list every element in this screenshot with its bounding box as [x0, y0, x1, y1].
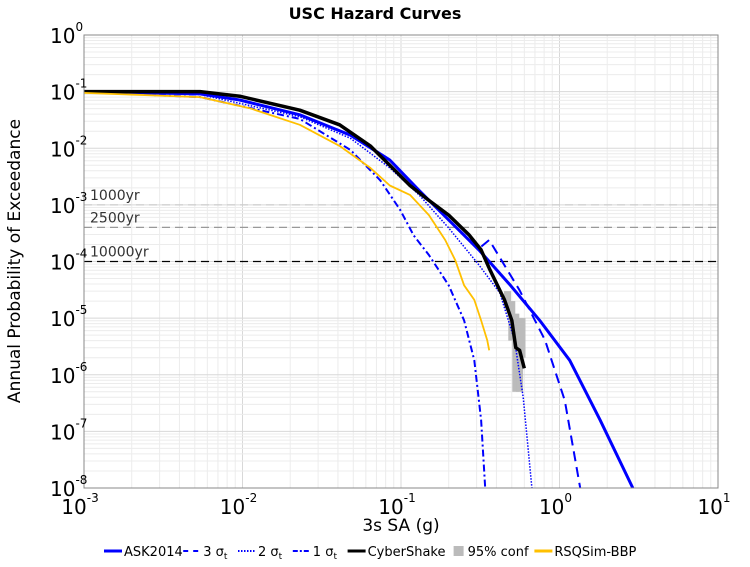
reference-line-label: 2500yr: [90, 210, 140, 226]
x-tick-label: 10-1: [378, 491, 415, 519]
legend-entry: CyberShake: [347, 545, 446, 560]
confidence-band-bar: [504, 291, 512, 309]
series-line-rsqsim-bbp: [83, 92, 491, 351]
y-tick-label: 10-5: [50, 303, 87, 331]
y-tick-label: 10-2: [50, 133, 87, 161]
reference-line-label: 1000yr: [90, 188, 140, 204]
legend-swatch: [453, 546, 464, 556]
series-line-cybershake: [84, 89, 526, 369]
legend-label: 95% conf: [468, 545, 529, 560]
x-tick-label: 100: [539, 491, 572, 519]
y-tick-label: 10-7: [50, 416, 87, 444]
reference-line-label: 10000yr: [90, 245, 149, 261]
legend: ASK2014 3 σt 2 σt 1 σt CyberShake 95% conf RSQ…: [104, 545, 637, 562]
y-tick-label: 100: [50, 20, 83, 48]
x-tick-label: 101: [697, 491, 730, 519]
legend-entry: 1 σt: [292, 545, 338, 562]
legend-entry: 95% conf: [453, 545, 529, 560]
legend-entry: ASK2014: [104, 545, 183, 560]
legend-label: ASK2014: [124, 545, 183, 560]
confidence-band-bar: [512, 313, 520, 392]
x-tick-label: 10-2: [220, 491, 257, 519]
y-tick-label: 10-8: [50, 473, 87, 501]
legend-label: 3 σt: [203, 545, 228, 562]
series-lines: [83, 89, 635, 489]
legend-entry: 3 σt: [183, 545, 228, 562]
y-axis-label: Annual Probability of Exceedance: [5, 119, 25, 403]
x-tick-labels: 10-3 10-2 10-1 100 101: [61, 491, 730, 519]
legend-label: 2 σt: [258, 545, 283, 562]
series-line-3-t: [83, 90, 582, 489]
y-tick-label: 10-6: [50, 360, 87, 388]
x-axis-label: 3s SA (g): [362, 516, 439, 536]
legend-label: RSQSim-BBP: [554, 545, 636, 560]
legend-entry: RSQSim-BBP: [534, 545, 637, 560]
y-tick-label: 10-4: [50, 247, 87, 275]
legend-label: CyberShake: [368, 545, 446, 560]
series-line-2-t: [83, 90, 533, 489]
x-tick-label: 10-3: [61, 491, 98, 519]
y-tick-labels: 100 10-1 10-2 10-3 10-4 10-5 10-6 10-7 10-8: [50, 20, 87, 501]
confidence-band-bar: [518, 318, 526, 358]
reference-lines: 1000yr 2500yr 10000yr: [84, 188, 718, 263]
plot-frame: [83, 34, 719, 489]
chart-title: USC Hazard Curves: [289, 4, 462, 23]
y-tick-label: 10-3: [50, 190, 87, 218]
y-tick-label: 10-1: [50, 77, 87, 105]
legend-label: 1 σt: [313, 545, 338, 562]
series-line-1-t: [83, 91, 487, 489]
legend-entry: 2 σt: [238, 545, 283, 562]
